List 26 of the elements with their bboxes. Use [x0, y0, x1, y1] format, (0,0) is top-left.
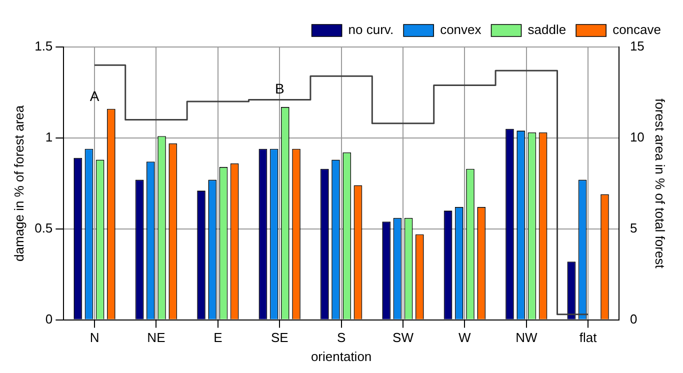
x-tick-label: SE — [270, 330, 289, 346]
y-tick-label: 0.5 — [34, 220, 53, 236]
x-tick-label: NE — [147, 330, 166, 346]
x-tick-label: SW — [392, 330, 414, 346]
y2-tick-label: 15 — [630, 38, 644, 54]
y-tick-label: 1 — [45, 130, 53, 145]
annotation: A — [90, 88, 100, 104]
y2-tick-label: 10 — [630, 130, 644, 145]
y-tick-label: 1.5 — [34, 38, 53, 54]
x-tick-label: W — [458, 330, 472, 346]
x-tick-label: E — [214, 330, 223, 346]
legend-label: saddle — [528, 22, 566, 38]
annotation: B — [274, 80, 284, 97]
x-tick-label: N — [90, 330, 100, 346]
y2-axis-title: forest area in % of total forest — [652, 98, 668, 269]
legend-label: no curv. — [348, 22, 394, 38]
y-axis-title: damage in % of forest area — [11, 104, 26, 262]
x-tick-label: NW — [516, 330, 538, 346]
x-axis-title: orientation — [310, 348, 372, 364]
y-tick-label: 0 — [45, 311, 53, 326]
x-tick-label: S — [336, 330, 346, 346]
legend-label: concave — [612, 22, 661, 38]
y2-tick-label: 5 — [630, 220, 638, 236]
x-tick-label: flat — [579, 330, 598, 346]
legend-label: convex — [440, 22, 482, 38]
y2-tick-label: 0 — [630, 311, 638, 326]
